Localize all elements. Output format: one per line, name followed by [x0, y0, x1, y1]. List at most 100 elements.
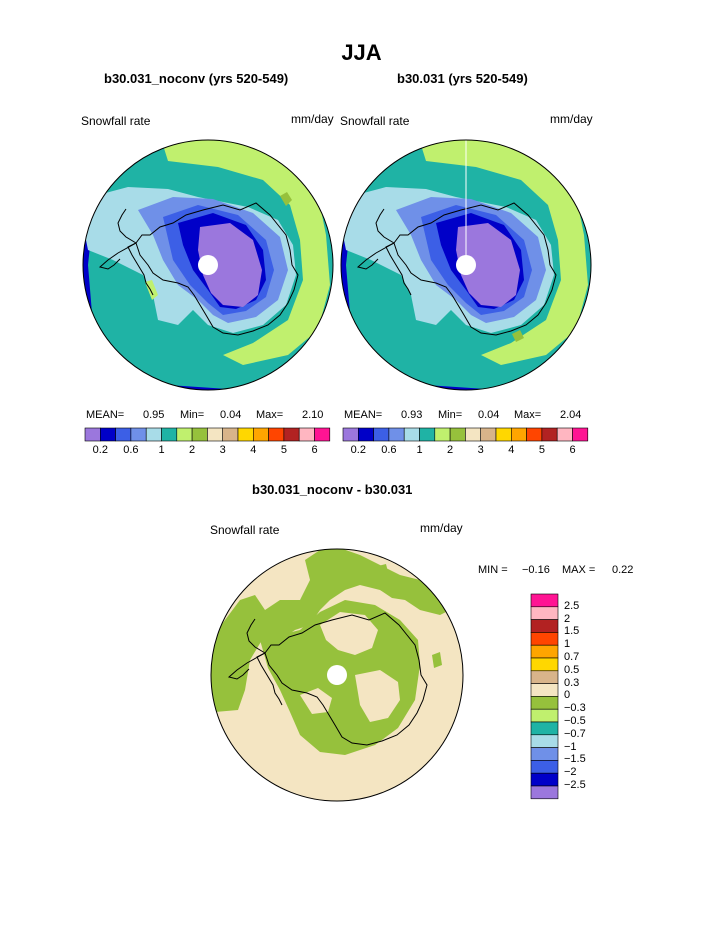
left-colorbar-tick-label: 0.6 [123, 444, 139, 456]
diff-colorbar-tick-label: 1.5 [564, 625, 580, 638]
left-min-value: 0.04 [220, 409, 242, 421]
left-pole-mask [198, 255, 218, 275]
left-min-label: Min= [180, 409, 205, 421]
diff-colorbar-tick-label: −1 [564, 740, 577, 753]
left-colorbar-box [115, 427, 132, 442]
right-pole-mask [456, 255, 476, 275]
right-max-value: 2.04 [560, 409, 582, 421]
diff-colorbar-tick-label: 0.5 [564, 663, 580, 676]
right-mean-value: 0.93 [401, 409, 423, 421]
diff-colorbar-tick-label: −0.5 [564, 715, 586, 727]
right-colorbar-box [419, 427, 436, 442]
right-min-label: Min= [438, 409, 463, 421]
diff-min-label: MIN = [478, 564, 508, 576]
diff-colorbar-tick-label: −2 [564, 766, 577, 779]
diff-colorbar-box [530, 747, 559, 761]
left-mean-value: 0.95 [143, 409, 165, 421]
diff-colorbar-box [530, 734, 559, 748]
diff-max-label: MAX = [562, 564, 596, 576]
diff-colorbar-box [530, 644, 559, 659]
left-colorbar-tick-label: 2 [189, 444, 196, 456]
right-colorbar-tick-label: 0.6 [381, 444, 397, 456]
diff-colorbar-box [530, 708, 559, 723]
diff-colorbar-tick-label: 0.7 [564, 651, 580, 663]
diff-colorbar-box [530, 670, 559, 684]
diff-panel-title: b30.031_noconv - b30.031 [252, 482, 413, 497]
diff-colorbar-box [530, 696, 559, 710]
right-colorbar-tick-label: 5 [538, 444, 545, 456]
right-mean-label: MEAN= [344, 409, 383, 421]
right-colorbar-box [342, 427, 359, 442]
left-colorbar-box [298, 427, 315, 442]
diff-colorbar [530, 593, 559, 800]
left-colorbar-box [191, 427, 208, 442]
right-colorbar-tick-label: 6 [569, 444, 576, 456]
right-colorbar-box [495, 427, 512, 442]
right-colorbar [342, 427, 589, 442]
right-colorbar-box [526, 427, 543, 442]
left-colorbar-tick-label: 5 [280, 444, 287, 456]
left-colorbar-tick-label: 0.2 [92, 444, 108, 456]
left-panel-title: b30.031_noconv (yrs 520-549) [104, 71, 289, 86]
right-colorbar-box [465, 427, 481, 442]
left-mean-label: MEAN= [86, 409, 125, 421]
left-colorbar [84, 427, 331, 442]
right-colorbar-box [449, 427, 466, 442]
right-colorbar-box [541, 427, 558, 442]
right-colorbar-box [357, 427, 374, 442]
diff-colorbar-tick-label: 2 [564, 612, 571, 625]
left-colorbar-box [161, 427, 178, 442]
diff-colorbar-box [530, 772, 559, 787]
right-colorbar-tick-label: 2 [447, 444, 454, 456]
right-min-value: 0.04 [478, 409, 500, 421]
diff-colorbar-box [530, 657, 559, 672]
left-colorbar-tick-label: 3 [219, 444, 226, 456]
diff-min-value: −0.16 [522, 564, 550, 576]
left-colorbar-tick-label: 4 [250, 444, 257, 456]
left-variable-label: Snowfall rate [81, 114, 151, 128]
left-colorbar-box [268, 427, 285, 442]
diff-colorbar-tick-label: 1 [564, 638, 571, 651]
left-colorbar-box [253, 427, 269, 442]
diff-colorbar-tick-label: −1.5 [564, 753, 586, 766]
right-colorbar-tick-label: 3 [477, 444, 484, 456]
diff-colorbar-tick-label: 0 [564, 689, 571, 702]
left-colorbar-box [283, 427, 300, 442]
diff-colorbar-box [530, 683, 559, 697]
right-colorbar-box [556, 427, 573, 442]
diff-pole-mask [327, 665, 347, 685]
left-colorbar-box [314, 427, 331, 442]
left-colorbar-box [237, 427, 254, 442]
diff-colorbar-tick-label: 0.3 [564, 676, 580, 689]
left-colorbar-tick-label: 6 [311, 444, 318, 456]
left-colorbar-box [145, 427, 162, 442]
diff-colorbar-tick-label: −0.7 [564, 727, 586, 740]
diff-units-label: mm/day [420, 521, 463, 535]
right-colorbar-box [403, 427, 420, 442]
figure-title: JJA [341, 40, 382, 65]
left-map [83, 140, 333, 390]
diff-colorbar-tick-label: −0.3 [564, 702, 586, 715]
right-max-label: Max= [514, 409, 542, 421]
left-colorbar-box [207, 427, 223, 442]
left-colorbar-box [176, 427, 193, 442]
diff-colorbar-tick-label: −2.5 [564, 779, 586, 791]
right-colorbar-box [388, 427, 405, 442]
right-colorbar-tick-label: 0.2 [350, 444, 366, 456]
left-colorbar-box [130, 427, 147, 442]
diff-colorbar-box [530, 760, 559, 774]
diff-colorbar-box [530, 606, 559, 620]
right-colorbar-box [373, 427, 390, 442]
right-colorbar-box [480, 427, 497, 442]
diff-max-value: 0.22 [612, 564, 634, 576]
left-colorbar-box [84, 427, 101, 442]
right-colorbar-tick-label: 4 [508, 444, 515, 456]
right-colorbar-box [434, 427, 451, 442]
right-units-label: mm/day [550, 112, 593, 126]
right-variable-label: Snowfall rate [340, 114, 410, 128]
right-map [341, 140, 591, 390]
left-max-label: Max= [256, 409, 284, 421]
left-units-label: mm/day [291, 112, 334, 126]
left-colorbar-tick-label: 1 [158, 444, 165, 456]
